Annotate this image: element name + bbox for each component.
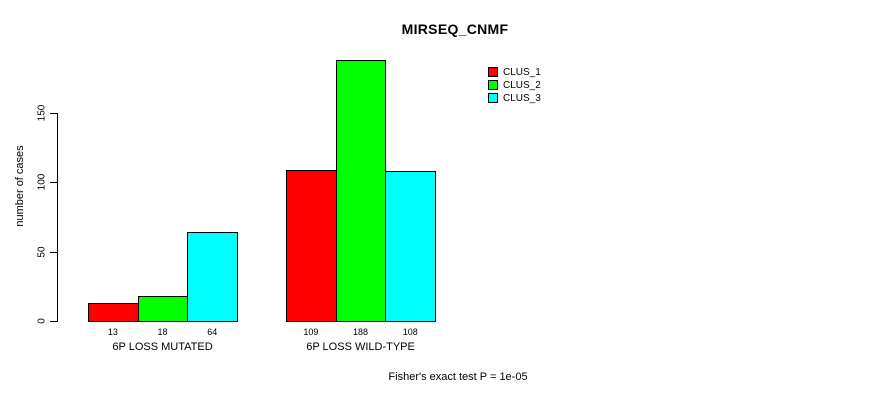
legend-swatch-icon [488,80,498,90]
bar-clus_2-group2 [335,60,387,322]
bar-clus_3-group1 [187,232,239,322]
bar-clus_2-group1 [137,296,189,322]
bar-value-label: 188 [353,327,369,337]
y-axis-label: number of cases [14,145,26,227]
annotation-text: Fisher's exact test P = 1e-05 [388,371,528,383]
legend-swatch-icon [488,67,498,77]
legend: CLUS_1 CLUS_2 CLUS_3 [488,66,541,104]
legend-item-clus_3: CLUS_3 [488,92,541,104]
y-axis-line [57,113,58,322]
legend-item-clus_2: CLUS_2 [488,79,541,91]
y-tick-label: 50 [36,246,48,258]
bar-value-label: 108 [402,327,418,337]
legend-swatch-icon [488,93,498,103]
category-label: 6P LOSS WILD-TYPE [306,341,415,353]
legend-item-clus_1: CLUS_1 [488,66,541,78]
bar-value-label: 109 [303,327,319,337]
y-tick-label: 0 [36,318,48,324]
legend-label: CLUS_3 [503,92,541,104]
y-tick-label: 150 [36,104,48,122]
chart-title: MIRSEQ_CNMF [401,21,509,37]
y-tick-mark [50,113,57,114]
bar-clus_3-group2 [385,171,437,322]
bar-value-label: 64 [207,327,218,337]
legend-label: CLUS_1 [503,66,541,78]
category-label: 6P LOSS MUTATED [112,341,213,353]
bar-value-label: 13 [107,327,118,337]
y-tick-label: 100 [36,173,48,191]
bar-value-label: 18 [157,327,168,337]
y-tick-mark [50,321,57,322]
legend-label: CLUS_2 [503,79,541,91]
y-tick-mark [50,182,57,184]
bar-clus_1-group1 [88,302,139,322]
y-tick-mark [50,251,57,253]
bar-clus_1-group2 [286,169,337,322]
